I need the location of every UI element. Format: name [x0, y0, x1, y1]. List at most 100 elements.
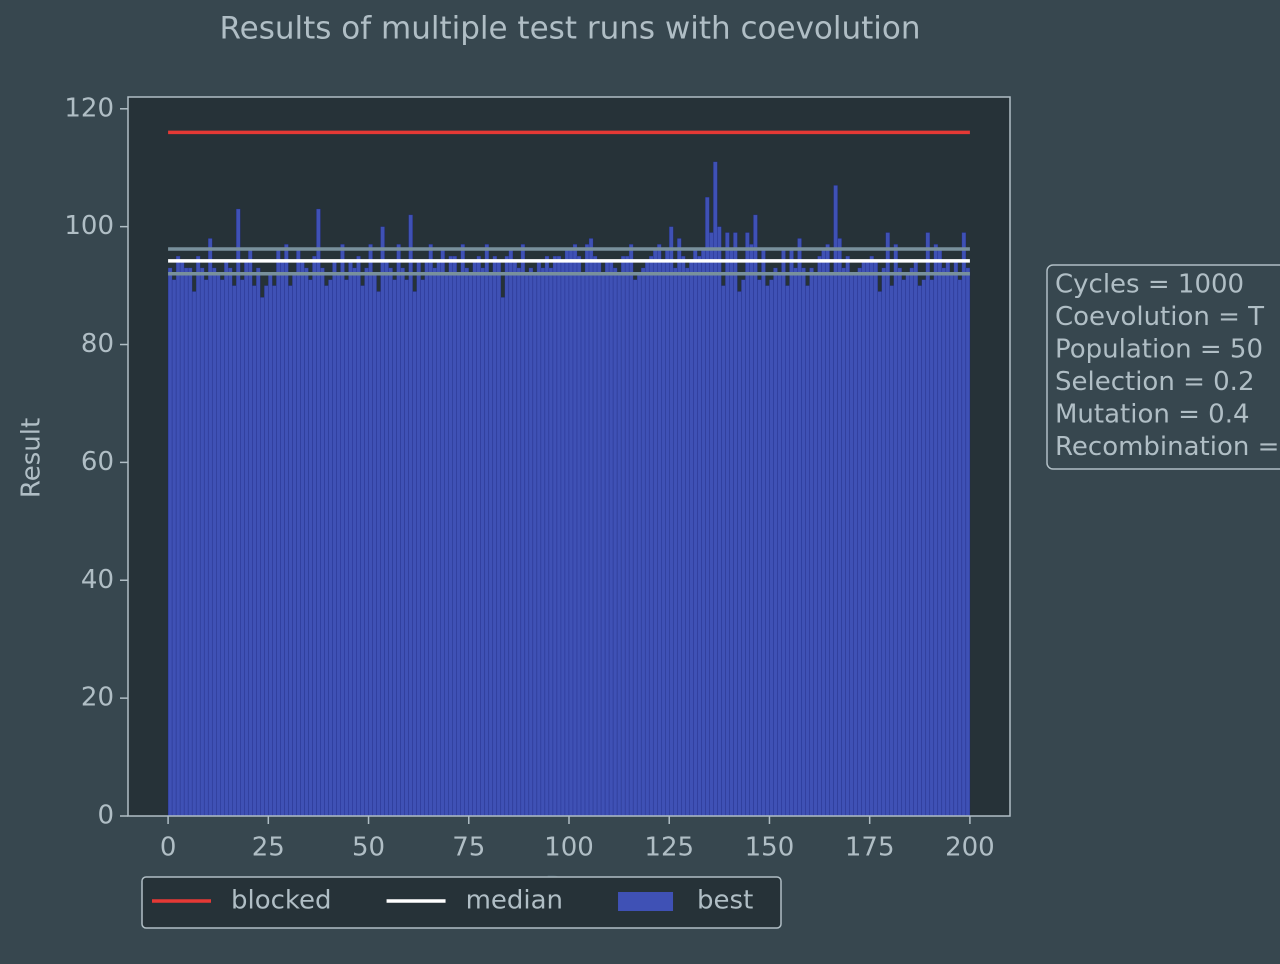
bar [412, 291, 417, 817]
bar [520, 244, 526, 817]
bar [396, 244, 401, 817]
bar [444, 273, 449, 817]
bar [837, 238, 842, 817]
bar [183, 267, 189, 817]
bar [248, 250, 253, 817]
bar [352, 267, 357, 817]
y-tick-label: 40 [81, 565, 114, 595]
bar [929, 279, 935, 817]
bar [717, 226, 722, 817]
bar [360, 285, 365, 817]
bar [528, 267, 534, 817]
bar [480, 267, 486, 817]
bar [516, 267, 522, 817]
info-text: Selection = 0.2 [1055, 367, 1254, 397]
bar [933, 244, 939, 817]
bar [460, 244, 465, 817]
bar [673, 267, 678, 817]
bar [957, 279, 963, 817]
bar [564, 250, 570, 817]
bar [536, 261, 542, 817]
bar [857, 267, 862, 817]
bar [685, 267, 690, 817]
bar [616, 273, 622, 817]
bar [917, 285, 922, 817]
bar [773, 267, 778, 817]
bar [821, 250, 826, 817]
y-tick-label: 100 [64, 211, 114, 241]
bar [881, 267, 886, 817]
bar [171, 279, 177, 817]
bar [805, 285, 810, 817]
bar [885, 232, 890, 817]
bar [829, 273, 834, 817]
bar [588, 238, 594, 817]
bar [781, 250, 786, 817]
bar [705, 196, 710, 817]
bar [925, 232, 931, 817]
bar [624, 255, 630, 817]
bar [264, 285, 269, 817]
x-tick-label: 100 [544, 833, 594, 863]
bar [211, 267, 217, 817]
bar [488, 273, 494, 817]
bar [592, 255, 598, 817]
bar [364, 267, 369, 817]
bar [340, 244, 345, 817]
bar [741, 279, 746, 817]
bar [921, 279, 927, 817]
bar [320, 267, 325, 817]
bar [416, 261, 421, 817]
x-tick-label: 25 [252, 833, 285, 863]
bar [240, 279, 245, 817]
bar [961, 232, 967, 817]
bar [191, 291, 197, 817]
bar [681, 255, 686, 817]
bar [841, 267, 846, 817]
info-box [1046, 264, 1280, 470]
bar [596, 261, 602, 817]
bar [813, 273, 818, 817]
bar [280, 261, 285, 817]
bar [476, 255, 482, 817]
bar [284, 244, 289, 817]
bar [207, 238, 213, 817]
bar [580, 273, 586, 817]
bar [849, 273, 854, 817]
bar [901, 279, 906, 817]
bar [604, 261, 610, 817]
legend-swatch [618, 892, 674, 911]
bar [701, 250, 706, 817]
bar [432, 267, 437, 817]
bar [753, 214, 758, 817]
bar [179, 261, 185, 817]
bar [199, 267, 205, 817]
bar [636, 273, 642, 817]
bar [296, 250, 301, 817]
bar [312, 255, 317, 817]
bar [388, 267, 393, 817]
bar [268, 273, 273, 817]
bar [228, 267, 233, 817]
bar [745, 232, 750, 817]
bar [376, 291, 381, 817]
bar [893, 244, 898, 817]
bar [424, 261, 429, 817]
bar [464, 267, 469, 817]
bar [316, 208, 321, 817]
bar [452, 255, 457, 817]
bar [697, 255, 702, 817]
bar [737, 291, 742, 817]
bar [504, 255, 510, 817]
legend-box [141, 876, 782, 929]
bar [552, 255, 558, 817]
y-axis-label: Result [17, 418, 47, 498]
y-tick-label: 0 [97, 801, 114, 831]
bar [693, 250, 698, 817]
bar [949, 273, 955, 817]
y-tick-label: 60 [81, 447, 114, 477]
bar [324, 285, 329, 817]
bar [456, 273, 461, 817]
